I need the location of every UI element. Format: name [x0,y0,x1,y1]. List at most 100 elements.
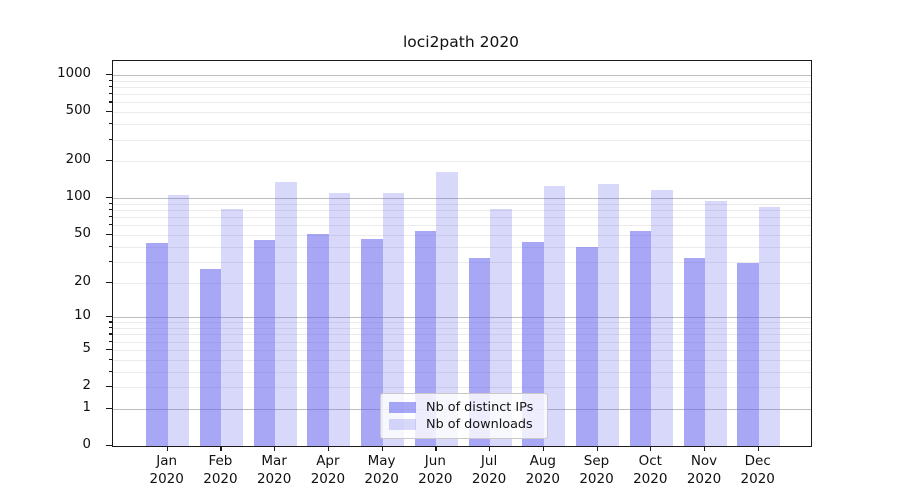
x-tick-label-may: May 2020 [364,453,399,487]
y-minor-tick-mark-900 [108,79,112,81]
bar-distinct-ips-apr [307,233,329,446]
gridline-minor-40 [113,246,811,248]
gridline-minor-8 [113,328,811,330]
bar-downloads-may [382,193,405,446]
y-tick-mark-1 [106,407,112,409]
x-tick-mark-nov [704,446,706,451]
x-tick-label-jan: Jan 2020 [149,453,184,487]
y-minor-tick-mark-9 [108,321,112,323]
y-minor-tick-mark-40 [108,245,112,247]
gridline-minor-50 [113,234,811,236]
gridline-minor-70 [113,217,811,219]
bar-distinct-ips-jun [414,230,437,446]
y-minor-tick-mark-3 [108,370,112,372]
gridline-minor-700 [113,94,811,96]
y-tick-mark-20 [106,281,112,283]
bar-distinct-ips-sep [576,246,598,446]
x-tick-label-nov: Nov 2020 [686,453,722,487]
y-minor-tick-mark-30 [108,260,112,262]
bar-distinct-ips-jan [146,242,168,446]
y-minor-tick-mark-90 [108,202,112,204]
x-axis: Jan 2020 Feb 2020 Mar 2020 Apr 2020 May 2020… [112,446,810,500]
gridline-minor-400 [113,124,811,126]
bar-downloads-jan [167,194,190,446]
legend: Nb of distinct IPs Nb of downloads [380,393,548,439]
y-minor-tick-mark-60 [108,224,112,226]
bar-downloads-apr [328,193,351,446]
x-tick-mark-apr [327,446,330,451]
gridline-minor-7 [113,334,811,336]
bar-distinct-ips-nov [683,258,705,446]
y-minor-tick-mark-700 [108,93,112,95]
bar-downloads-aug [543,186,566,446]
x-tick-mark-may [381,446,383,451]
bar-downloads-feb [221,209,243,446]
legend-swatch-ips [389,402,416,413]
y-minor-tick-mark-300 [108,138,112,140]
gridline-minor-5 [113,349,811,351]
gridline-minor-2 [113,387,811,389]
y-tick-mark-10 [106,316,112,318]
x-tick-mark-mar [274,446,276,451]
y-tick-label-200: 200 [65,152,91,168]
y-tick-label-100: 100 [65,189,91,205]
x-tick-label-dec: Dec 2020 [740,453,775,487]
y-minor-tick-mark-4 [108,358,112,360]
x-tick-label-oct: Oct 2020 [633,453,668,487]
bar-distinct-ips-mar [253,240,276,446]
chart-title: loci2path 2020 [402,33,520,51]
bar-downloads-jun [436,172,458,446]
y-tick-label-20: 20 [74,273,91,289]
y-tick-label-0: 0 [82,437,91,452]
bar-distinct-ips-feb [199,269,222,446]
legend-label-distinct-ips: Nb of distinct IPs [426,400,534,415]
gridline-minor-600 [113,102,811,104]
legend-label-downloads: Nb of downloads [426,417,533,432]
y-tick-mark-0 [106,445,112,447]
y-tick-mark-200 [106,160,112,162]
y-tick-label-10: 10 [74,308,91,324]
bar-downloads-mar [275,182,297,446]
x-tick-label-aug: Aug 2020 [525,453,560,487]
y-tick-label-2: 2 [82,378,91,394]
y-tick-mark-5 [106,348,112,350]
x-tick-mark-jul [489,446,491,451]
x-tick-mark-feb [220,446,222,451]
gridline-major-10 [113,317,811,319]
y-minor-tick-mark-7 [108,333,112,335]
y-tick-mark-50 [106,233,112,236]
y-tick-mark-500 [106,111,112,113]
bar-downloads-sep [597,184,620,446]
legend-item-distinct-ips: Nb of distinct IPs [389,399,539,416]
y-minor-tick-mark-80 [108,209,112,211]
gridline-major-1000 [113,75,811,77]
gridline-minor-9 [113,322,811,324]
x-tick-label-jul: Jul 2020 [471,453,507,487]
x-tick-mark-dec [757,446,759,451]
x-tick-mark-aug [542,446,544,451]
plot-area: Nb of distinct IPs Nb of downloads [112,60,812,447]
bar-distinct-ips-oct [629,230,652,446]
gridline-minor-800 [113,87,811,89]
y-minor-tick-mark-70 [108,216,112,218]
y-minor-tick-mark-6 [108,340,112,342]
y-tick-label-5: 5 [82,340,91,356]
gridline-minor-500 [113,112,811,114]
gridline-minor-90 [113,203,811,205]
gridline-minor-60 [113,225,811,227]
x-tick-label-jun: Jun 2020 [418,453,453,487]
x-tick-label-apr: Apr 2020 [310,453,346,487]
gridline-minor-6 [113,341,811,343]
bar-downloads-jul [490,209,512,446]
gridline-minor-300 [113,139,811,141]
y-tick-label-500: 500 [65,103,91,119]
y-axis: 0 1 2 5 10 20 50 100 200 500 1000 [0,60,112,452]
y-minor-tick-mark-400 [108,123,112,125]
bar-downloads-oct [651,189,673,446]
y-tick-label-50: 50 [74,225,91,241]
bar-downloads-dec [758,206,781,446]
bar-downloads-nov [705,200,727,446]
x-tick-label-sep: Sep 2020 [579,453,614,487]
gridline-minor-30 [113,261,811,263]
gridline-minor-20 [113,282,811,284]
